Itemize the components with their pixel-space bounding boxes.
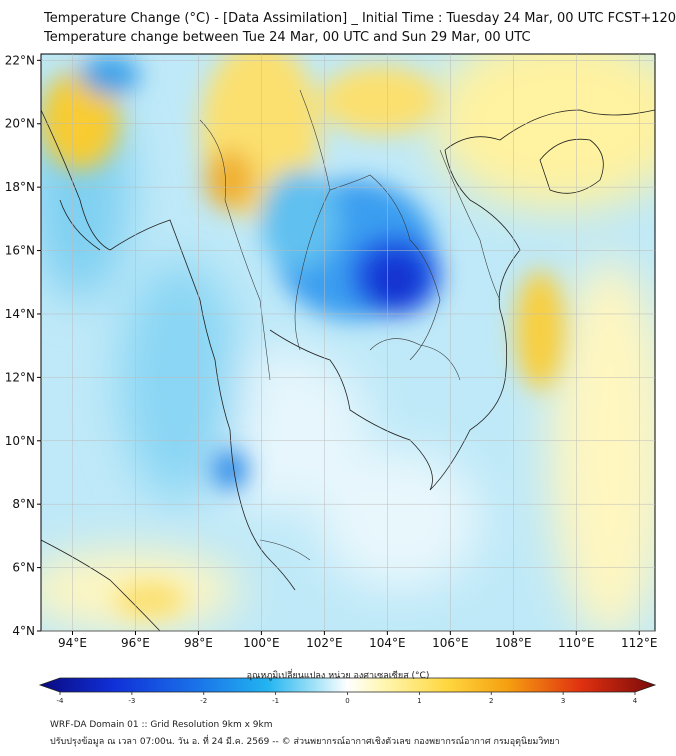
lat-tick-label: 16°N [5, 244, 35, 258]
lon-tick-label: 102°E [306, 636, 343, 650]
lon-tick-label: 104°E [369, 636, 406, 650]
lon-tick-label: 108°E [495, 636, 532, 650]
colorbar-label: อุณหภูมิเปลี่ยนแปลง หน่วย องศาเซลเซียส (… [246, 671, 430, 681]
colorbar-tick-label: 2 [489, 697, 493, 705]
lat-tick-label: 6°N [12, 561, 35, 575]
colorbar-ticks: -4 -3 -2 -1 0 1 2 3 4 [57, 692, 638, 705]
warm-patch-shan [205, 150, 255, 210]
cool-patch-north [80, 55, 140, 95]
lat-tick-label: 20°N [5, 117, 35, 131]
lon-tick-label: 98°E [184, 636, 213, 650]
lat-tick-label: 8°N [12, 497, 35, 511]
cool-core-inner [367, 252, 423, 308]
latitude-axis: 22°N 20°N 18°N 16°N 14°N 12°N 10°N 8°N 6°N 4°N [5, 53, 41, 638]
lat-tick-label: 22°N [5, 53, 35, 67]
coast-myanmar-peninsula [41, 109, 296, 591]
coast-indochina [269, 149, 521, 491]
border-cambodia [369, 338, 461, 381]
graticule [41, 54, 655, 632]
lon-tick-label: 94°E [58, 636, 87, 650]
footer-update-info: ปรับปรุงข้อมูล ณ เวลา 07:00น. วัน อ. ที่… [50, 737, 560, 747]
coastlines [41, 109, 655, 631]
colorbar-tick-label: -3 [128, 697, 135, 705]
warm-patch-sumatra [115, 582, 185, 618]
border-myanmar-thailand [199, 119, 271, 381]
colorbar-tick-label: -4 [57, 697, 65, 705]
map-subtitle: Temperature change between Tue 24 Mar, 0… [44, 30, 531, 45]
coast-south-china [444, 109, 655, 151]
colorbar-tick-label: -1 [272, 697, 279, 705]
coast-rakhine [59, 199, 101, 251]
colorbar-tick-label: 0 [345, 697, 349, 705]
border-thailand-internal [294, 189, 331, 351]
coast-sumatra [41, 539, 161, 631]
coast-hainan [539, 138, 604, 194]
lon-tick-label: 96°E [121, 636, 150, 650]
lat-tick-label: 18°N [5, 180, 35, 194]
footer-domain-info: WRF-DA Domain 01 :: Grid Resolution 9km … [50, 720, 273, 730]
longitude-axis: 94°E 96°E 98°E 100°E 102°E 104°E 106°E 108°E 110… [58, 631, 658, 650]
border-laos-vietnam [439, 149, 501, 301]
lon-tick-label: 106°E [432, 636, 469, 650]
lon-tick-label: 112°E [621, 636, 658, 650]
warm-patch-myanmar-west [41, 70, 120, 170]
lon-tick-label: 100°E [243, 636, 280, 650]
map-title: Temperature Change (°C) - [Data Assimila… [44, 11, 676, 26]
cool-area-andaman [120, 260, 240, 500]
colorbar-tick-label: 4 [633, 697, 638, 705]
warm-area-south-china [430, 54, 655, 210]
colorbar-tick-label: -2 [200, 697, 207, 705]
colorbar-tick-label: 1 [417, 697, 421, 705]
lat-tick-label: 10°N [5, 434, 35, 448]
lat-tick-label: 4°N [12, 624, 35, 638]
temperature-field [41, 54, 655, 631]
border-thailand-malaysia [259, 539, 311, 561]
lat-tick-label: 14°N [5, 307, 35, 321]
warm-patch-vietnam-coast [515, 270, 565, 390]
colorbar-tick-label: 3 [561, 697, 565, 705]
warm-area-south-china-sea [550, 260, 655, 631]
pale-area-south [320, 450, 480, 590]
warm-patch-yunnan [320, 65, 440, 135]
cool-patch-peninsula [212, 450, 248, 490]
cool-area-central [260, 170, 340, 270]
lat-tick-label: 12°N [5, 370, 35, 384]
lon-tick-label: 110°E [558, 636, 595, 650]
